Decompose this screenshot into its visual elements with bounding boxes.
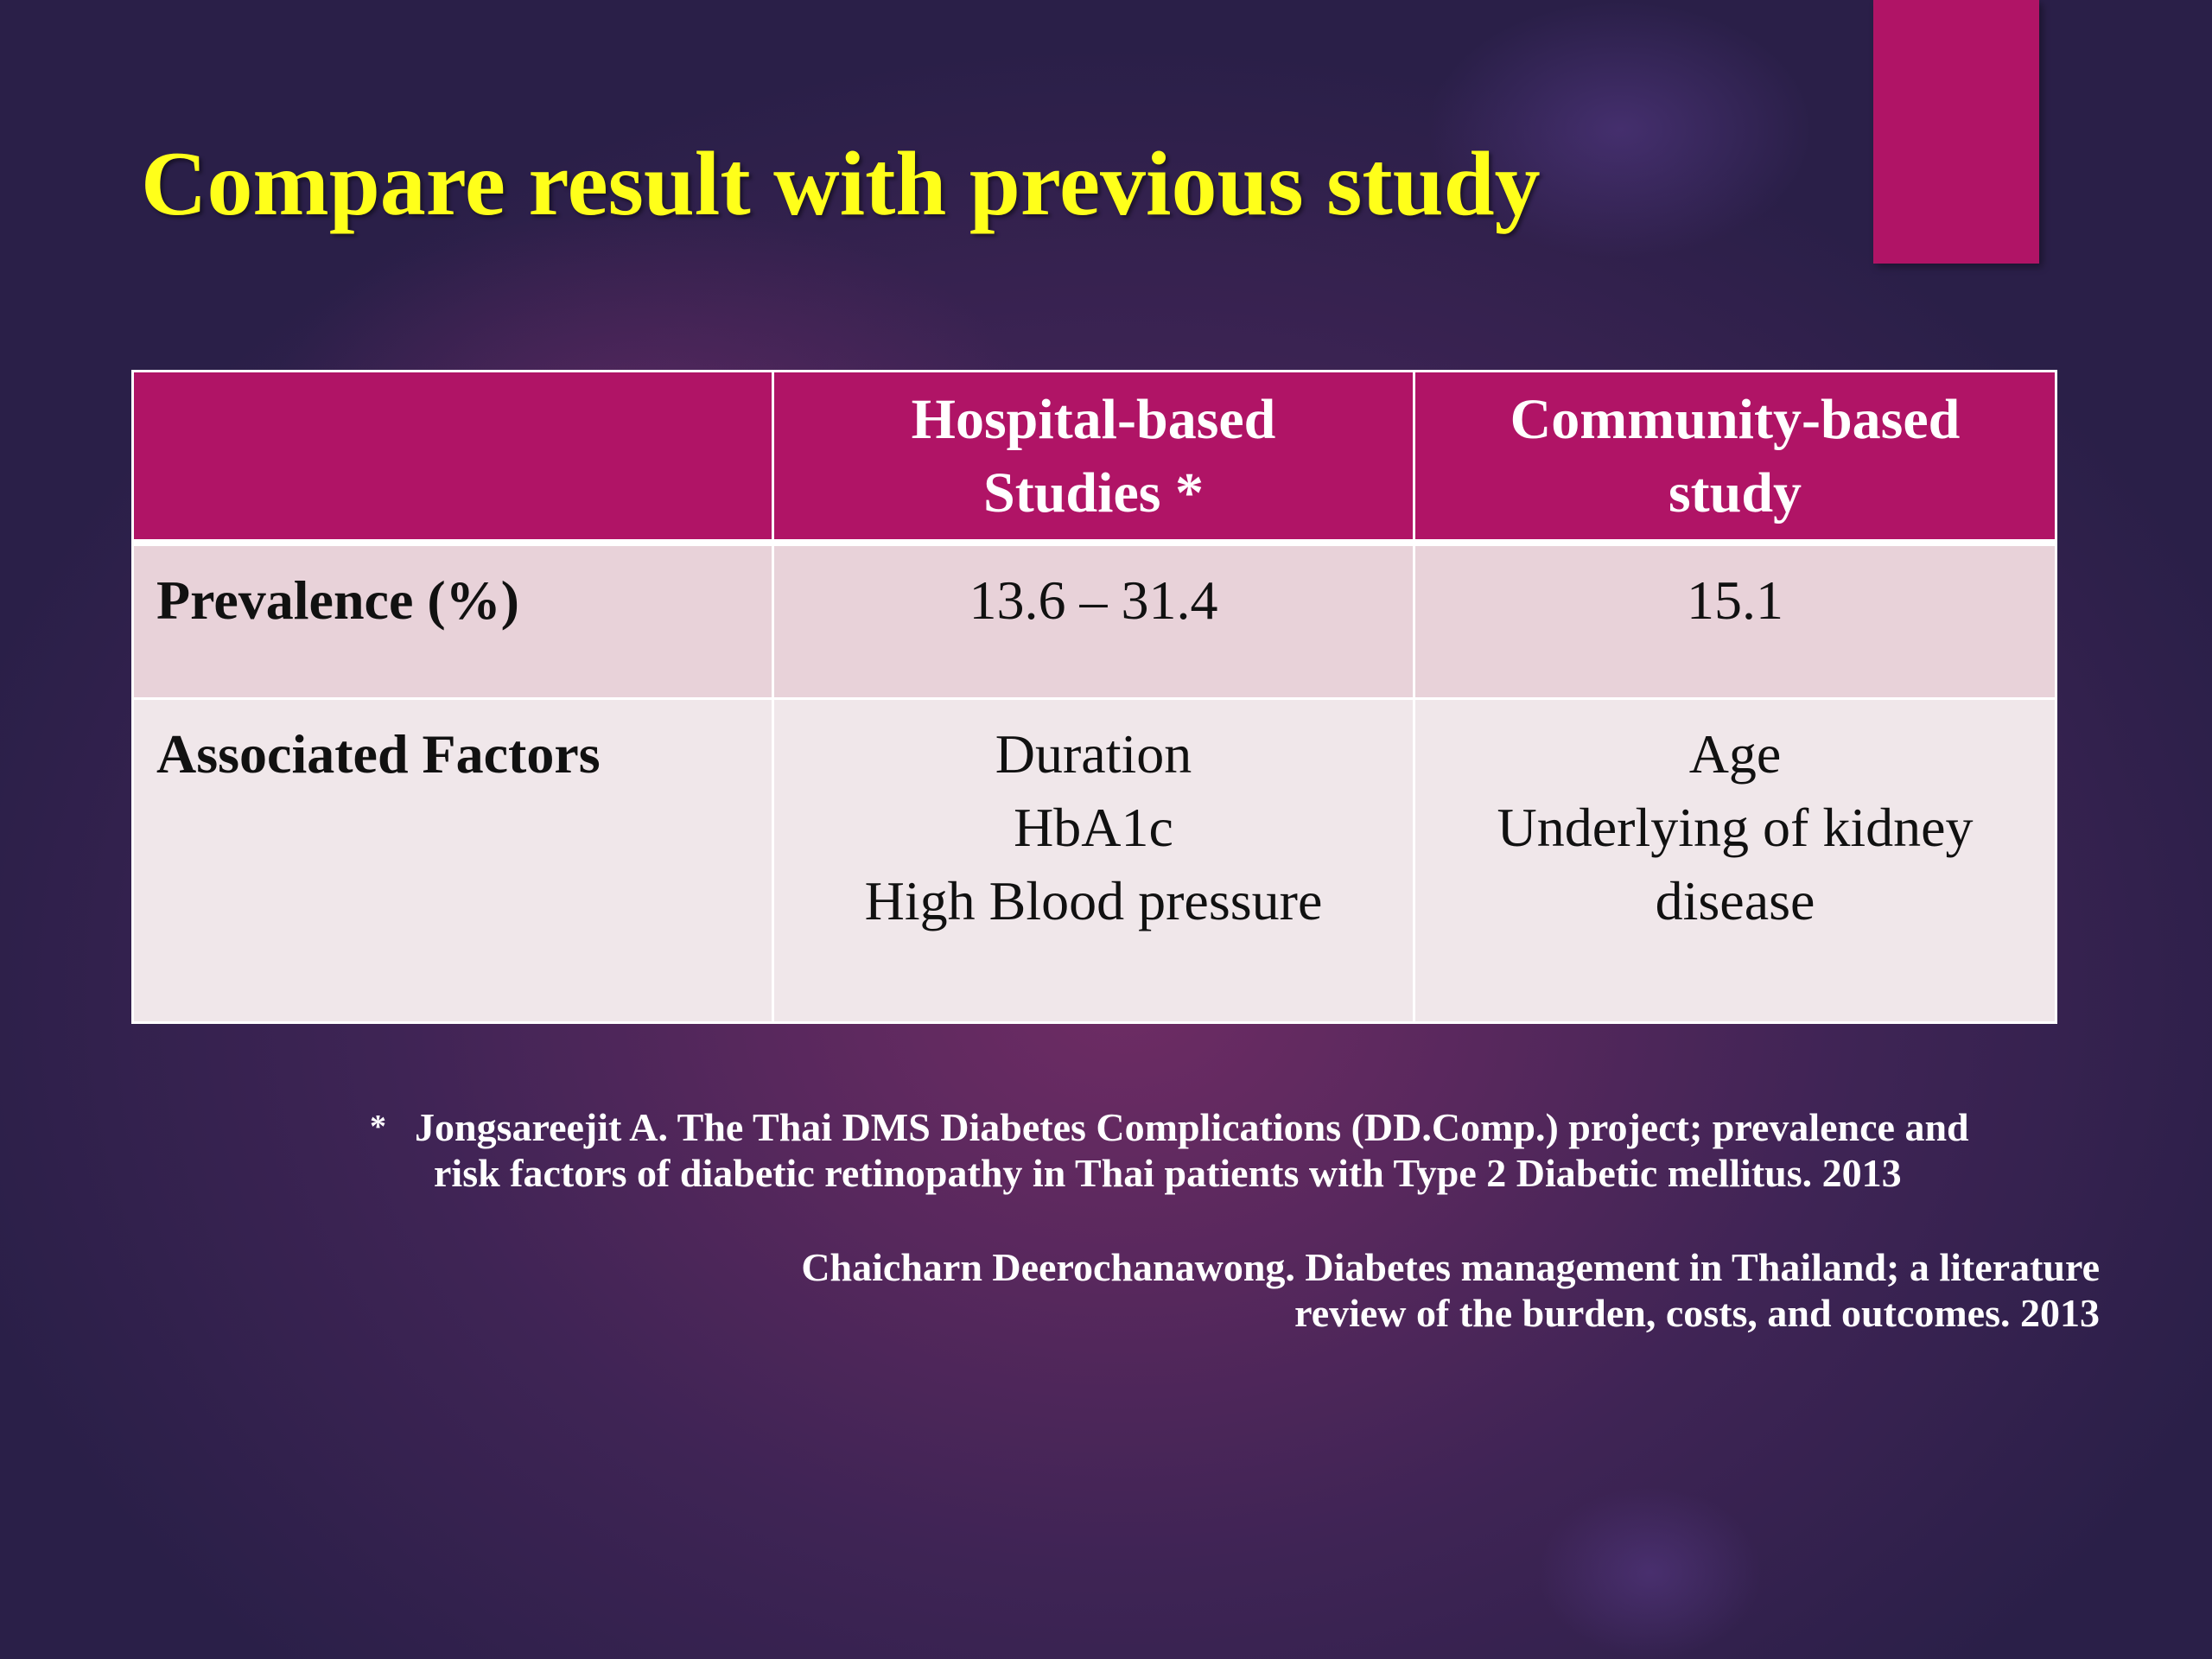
header-hospital-line-1: Hospital-based: [911, 387, 1276, 451]
reference-2-line-2: review of the burden, costs, and outcome…: [1294, 1291, 2100, 1335]
asterisk-bullet: *: [370, 1109, 386, 1145]
cell-line: disease: [1655, 870, 1815, 931]
header-hospital-line-2: Studies *: [983, 461, 1204, 524]
cell-line: HbA1c: [1014, 797, 1173, 858]
header-community-line-1: Community-based: [1510, 387, 1961, 451]
header-community-line-2: study: [1668, 461, 1802, 524]
cell-community-factors: Age Underlying of kidney disease: [1413, 697, 2057, 1024]
cell-line: Duration: [995, 723, 1192, 785]
cell-hospital-prevalence: 13.6 – 31.4: [772, 541, 1415, 700]
background-glow: [1538, 1486, 1763, 1659]
reference-2-line-1: Chaicharn Deerochanawong. Diabetes manag…: [801, 1245, 2100, 1289]
reference-1-line-1: Jongsareejit A. The Thai DMS Diabetes Co…: [415, 1105, 1969, 1149]
cell-line: 15.1: [1687, 569, 1783, 631]
cell-line: Age: [1688, 723, 1782, 785]
header-community-based: Community-based study: [1413, 370, 2057, 546]
reference-1-line-2: risk factors of diabetic retinopathy in …: [434, 1151, 1902, 1195]
reference-2: Chaicharn Deerochanawong. Diabetes manag…: [363, 1244, 2100, 1336]
header-hospital-based: Hospital-based Studies *: [772, 370, 1415, 546]
row-label-prevalence: Prevalence (%): [131, 541, 774, 700]
slide-title: Compare result with previous study: [141, 133, 1541, 234]
cell-line: Underlying of kidney: [1497, 797, 1974, 858]
header-corner-cell: [131, 370, 774, 546]
cell-line: 13.6 – 31.4: [969, 569, 1218, 631]
cell-community-prevalence: 15.1: [1413, 541, 2057, 700]
accent-bar: [1873, 0, 2039, 264]
references: * Jongsareejit A. The Thai DMS Diabetes …: [363, 1104, 2100, 1336]
cell-line: High Blood pressure: [864, 870, 1323, 931]
table-row-prevalence: Prevalence (%) 13.6 – 31.4 15.1: [131, 541, 2057, 700]
cell-hospital-factors: Duration HbA1c High Blood pressure: [772, 697, 1415, 1024]
comparison-table: Hospital-based Studies * Community-based…: [131, 370, 2057, 1024]
row-label-associated-factors: Associated Factors: [131, 697, 774, 1024]
table-row-associated-factors: Associated Factors Duration HbA1c High B…: [131, 697, 2057, 1024]
table-header-row: Hospital-based Studies * Community-based…: [131, 370, 2057, 546]
reference-1: * Jongsareejit A. The Thai DMS Diabetes …: [363, 1104, 2100, 1196]
